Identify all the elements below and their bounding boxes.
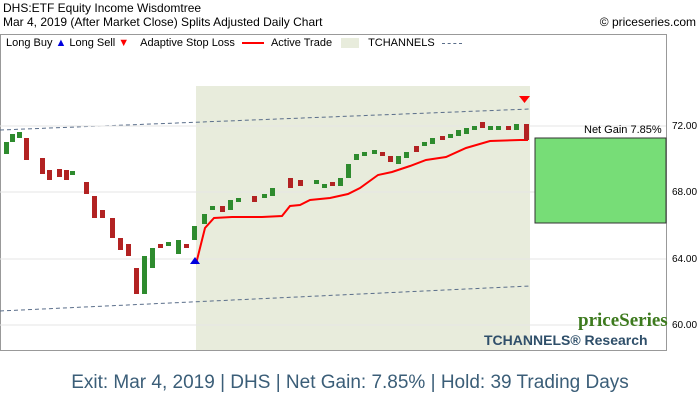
channel-dash-icon: [441, 42, 462, 44]
brand-logo: priceSeries: [578, 310, 668, 331]
long-buy-icon: ▲: [55, 37, 67, 49]
svg-text:60.00: 60.00: [672, 320, 697, 331]
legend-active-trade: Active Trade: [270, 37, 333, 49]
legend-adaptive-stop: Adaptive Stop Loss: [140, 37, 235, 49]
legend: Long Buy ▲ Long Sell ▼ Adaptive Stop Los…: [6, 37, 462, 49]
channel-lower: [0, 285, 531, 312]
net-gain-box: [534, 137, 667, 224]
chart-subtitle: Mar 4, 2019 (After Market Close) Splits …: [3, 15, 323, 29]
chart-title: DHS:ETF Equity Income Wisdomtree: [3, 1, 202, 15]
stop-line-icon: [241, 42, 264, 44]
long-sell-marker: [519, 96, 530, 103]
long-buy-marker: [190, 257, 200, 264]
svg-text:68.00: 68.00: [672, 187, 697, 198]
adaptive-stop-line: [195, 139, 528, 265]
svg-text:64.00: 64.00: [672, 254, 697, 265]
copyright[interactable]: © priceseries.com: [599, 15, 696, 29]
trade-summary: Exit: Mar 4, 2019 | DHS | Net Gain: 7.85…: [71, 372, 629, 393]
candles: [4, 122, 529, 294]
long-sell-icon: ▼: [118, 37, 130, 49]
y-axis-labels: 72.00 68.00 64.00 60.00: [672, 121, 697, 331]
channel-upper: [0, 108, 531, 131]
legend-long-buy: Long Buy: [6, 37, 53, 49]
svg-text:72.00: 72.00: [672, 121, 697, 132]
active-trade-swatch-icon: [341, 38, 360, 48]
brand-research: TCHANNELS® Research: [484, 332, 648, 348]
legend-tchannels: TCHANNELS: [368, 37, 435, 49]
legend-long-sell: Long Sell: [69, 37, 116, 49]
net-gain-label: Net Gain 7.85%: [584, 124, 662, 136]
